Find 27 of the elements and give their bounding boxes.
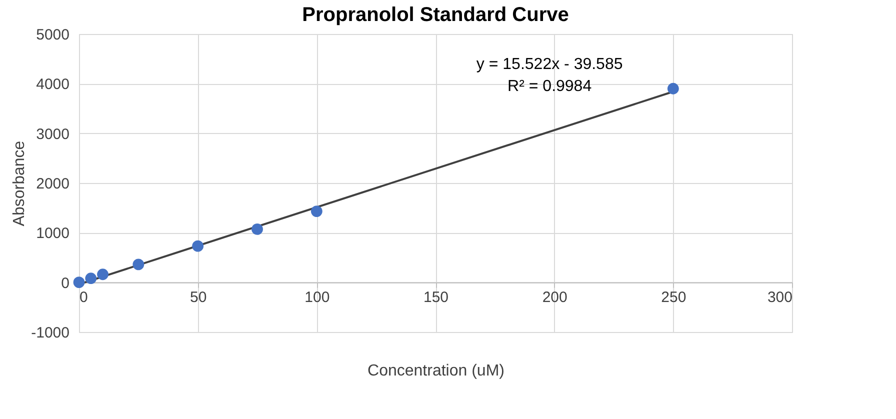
y-tick-label: 4000 <box>36 76 70 94</box>
x-tick-label: 50 <box>190 288 207 306</box>
y-tick-label: 3000 <box>36 126 70 143</box>
chart-title: Propranolol Standard Curve <box>302 4 569 26</box>
point <box>310 206 322 217</box>
y-tick-label: 0 <box>61 274 70 292</box>
y-tick-label: 1000 <box>36 225 70 242</box>
y-tick-label: 2000 <box>36 176 70 192</box>
x-tick-label: 150 <box>423 288 449 306</box>
x-axis-title: Concentration (uM) <box>368 362 504 380</box>
y-axis-title: Absorbance <box>11 140 28 226</box>
y-tick-label: -1000 <box>31 324 70 342</box>
x-tick-label: 0 <box>80 288 88 306</box>
point <box>252 224 263 235</box>
point <box>132 258 144 270</box>
x-tick-label: 200 <box>542 288 568 306</box>
point <box>85 272 97 284</box>
point <box>192 240 204 252</box>
x-tick-label: 100 <box>304 288 330 306</box>
x-tick-label: 300 <box>767 288 792 306</box>
annotation: R² = 0.9984 <box>508 78 592 95</box>
y-tick-label: 5000 <box>36 26 70 44</box>
point <box>667 82 679 94</box>
point <box>97 268 108 280</box>
point <box>73 276 85 288</box>
x-tick-label: 250 <box>661 288 686 306</box>
annotation: y = 15.522x - 39.585 <box>476 56 623 73</box>
